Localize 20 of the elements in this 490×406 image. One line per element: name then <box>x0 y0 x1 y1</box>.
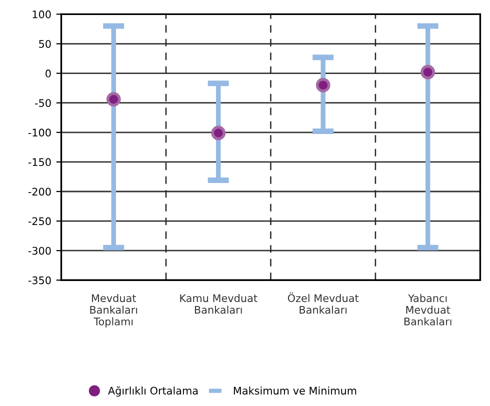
point <box>211 126 226 140</box>
y-tick-label: -50 <box>35 99 51 107</box>
y-tick-label: -150 <box>28 158 51 166</box>
legend-label: Ağırlıklı Ortalama <box>108 386 198 397</box>
y-tick-label: 50 <box>39 40 51 48</box>
point <box>420 64 436 80</box>
y-tick-label: 0 <box>46 70 51 78</box>
y-tick-label: -200 <box>28 188 51 196</box>
point <box>316 78 330 92</box>
legend-label: Maksimum ve Minimum <box>234 386 356 395</box>
x-tick-label: Mevduat Bankaları Toplamı <box>90 294 138 328</box>
y-tick-label: -300 <box>28 246 51 255</box>
y-tick-label: -100 <box>28 128 51 137</box>
x-tick-label: Özel Mevduat Bankaları <box>288 292 359 314</box>
y-tick-label: -250 <box>28 217 51 226</box>
y-tick-label: 100 <box>32 10 51 18</box>
x-tick-label: Kamu Mevduat Bankaları <box>180 294 258 314</box>
y-tick-label: -350 <box>28 276 51 284</box>
point <box>106 92 121 107</box>
x-tick-label: Yabancı Mevduat Bankaları <box>404 294 452 326</box>
